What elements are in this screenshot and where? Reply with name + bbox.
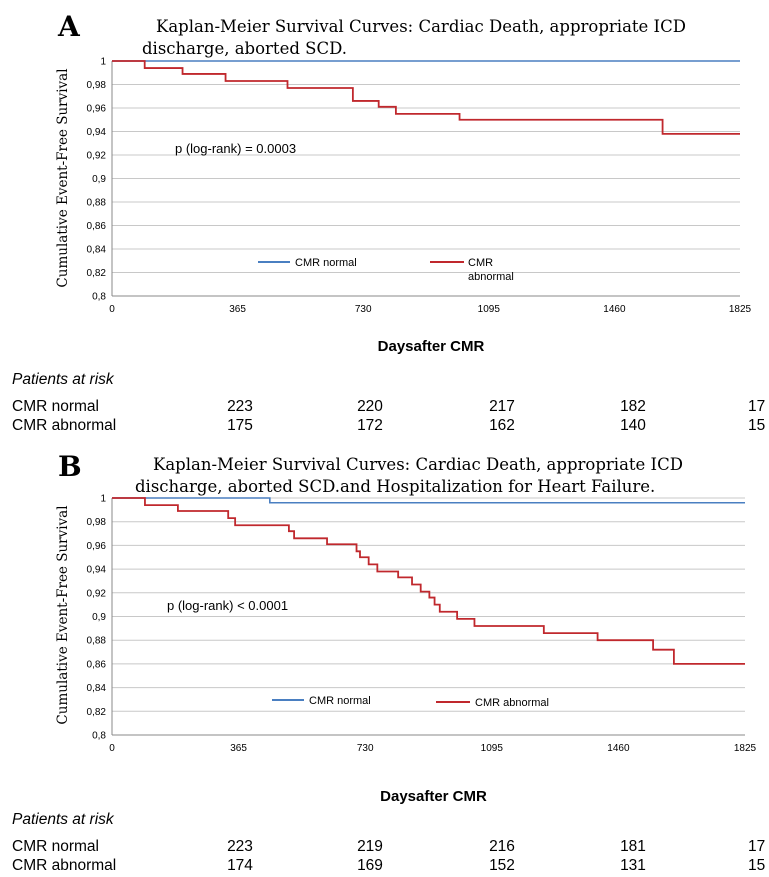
- y-axis-label: Cumulative Event-Free Survival: [55, 505, 71, 724]
- x-tick-label: 1460: [603, 304, 626, 315]
- y-tick-label: 0,88: [87, 198, 107, 209]
- legend-label-cmr-normal: CMR normal: [309, 695, 371, 707]
- x-axis-label: Daysafter CMR: [378, 338, 485, 355]
- risk-count: 17: [748, 398, 766, 415]
- p-value-annotation: p (log-rank) < 0.0001: [167, 598, 288, 613]
- risk-count: 219: [357, 838, 383, 855]
- risk-count: 182: [620, 398, 646, 415]
- risk-count: 174: [227, 857, 253, 874]
- y-tick-label: 0,96: [87, 541, 107, 552]
- y-tick-label: 0,8: [92, 292, 106, 303]
- risk-count: 223: [227, 398, 253, 415]
- risk-row-label: CMR normal: [12, 398, 99, 415]
- y-tick-label: 0,9: [92, 174, 106, 185]
- x-tick-label: 1825: [734, 743, 757, 754]
- legend-label-cmr-abnormal: CMR abnormal: [468, 257, 514, 283]
- risk-count: 152: [489, 857, 515, 874]
- risk-count: 131: [620, 857, 646, 874]
- series-line-cmr-normal: [112, 497, 745, 504]
- risk-table-heading: Patients at risk: [12, 371, 114, 388]
- x-tick-label: 0: [109, 304, 115, 315]
- x-tick-label: 730: [355, 304, 372, 315]
- risk-count: 216: [489, 838, 515, 855]
- risk-count: 181: [620, 838, 646, 855]
- y-axis-label: Cumulative Event-Free Survival: [55, 68, 71, 287]
- panel-a: A Kaplan-Meier Survival Curves: Cardiac …: [0, 10, 769, 437]
- chart-title: Kaplan-Meier Survival Curves: Cardiac De…: [135, 455, 683, 496]
- x-tick-label: 1460: [607, 743, 630, 754]
- x-tick-label: 1095: [478, 304, 501, 315]
- risk-count: 169: [357, 857, 383, 874]
- risk-table-row: CMR normal 223 219 216 181 17: [0, 838, 769, 858]
- risk-count: 223: [227, 838, 253, 855]
- y-tick-label: 0,84: [87, 245, 107, 256]
- y-tick-label: 0,82: [87, 707, 107, 718]
- y-tick-label: 1: [100, 57, 106, 68]
- y-tick-label: 0,98: [87, 517, 107, 528]
- y-tick-label: 0,94: [87, 127, 107, 138]
- risk-row-label: CMR abnormal: [12, 417, 117, 434]
- risk-count: 175: [227, 417, 253, 434]
- x-tick-label: 730: [357, 743, 374, 754]
- x-tick-label: 1095: [481, 743, 504, 754]
- series-line-cmr-abnormal: [112, 497, 745, 665]
- chart-a: 0,80,820,840,860,880,90,920,940,960,9810…: [55, 57, 752, 356]
- chart-title: Kaplan-Meier Survival Curves: Cardiac De…: [142, 17, 686, 58]
- panel-letter: A: [58, 10, 80, 43]
- risk-count: 162: [489, 417, 515, 434]
- chart-b: 0,80,820,840,860,880,90,920,940,960,9810…: [55, 494, 757, 806]
- y-tick-label: 0,9: [92, 612, 106, 623]
- series-line-cmr-abnormal: [112, 60, 740, 135]
- x-tick-label: 1825: [729, 304, 752, 315]
- legend-label-cmr-abnormal: CMR abnormal: [475, 697, 549, 709]
- y-tick-label: 0,8: [92, 731, 106, 742]
- y-tick-label: 0,86: [87, 221, 107, 232]
- risk-table-row: CMR abnormal 174 169 152 131 15: [0, 857, 769, 877]
- x-tick-label: 365: [229, 304, 246, 315]
- y-tick-label: 0,86: [87, 659, 107, 670]
- risk-count: 220: [357, 398, 383, 415]
- p-value-annotation: p (log-rank) = 0.0003: [175, 141, 296, 156]
- y-tick-label: 1: [100, 494, 106, 505]
- y-tick-label: 0,94: [87, 565, 107, 576]
- risk-count: 172: [357, 417, 383, 434]
- y-tick-label: 0,98: [87, 80, 107, 91]
- y-tick-label: 0,84: [87, 683, 107, 694]
- x-axis-label: Daysafter CMR: [380, 788, 487, 805]
- risk-table-heading: Patients at risk: [12, 811, 114, 828]
- risk-count: 17: [748, 838, 766, 855]
- legend-label-cmr-normal: CMR normal: [295, 257, 357, 269]
- panel-letter: B: [58, 450, 82, 483]
- y-tick-label: 0,82: [87, 268, 107, 279]
- risk-count: 217: [489, 398, 515, 415]
- risk-row-label: CMR normal: [12, 838, 99, 855]
- y-tick-label: 0,92: [87, 588, 107, 599]
- risk-count: 15: [748, 857, 766, 874]
- x-tick-label: 365: [230, 743, 247, 754]
- risk-count: 15: [748, 417, 766, 434]
- panel-b: B Kaplan-Meier Survival Curves: Cardiac …: [0, 440, 769, 875]
- y-tick-label: 0,96: [87, 104, 107, 115]
- risk-row-label: CMR abnormal: [12, 857, 117, 874]
- y-tick-label: 0,88: [87, 636, 107, 647]
- risk-table-row: CMR normal 223 220 217 182 17: [0, 398, 769, 418]
- x-tick-label: 0: [109, 743, 115, 754]
- risk-table-row: CMR abnormal 175 172 162 140 15: [0, 417, 769, 437]
- y-tick-label: 0,92: [87, 151, 107, 162]
- risk-count: 140: [620, 417, 646, 434]
